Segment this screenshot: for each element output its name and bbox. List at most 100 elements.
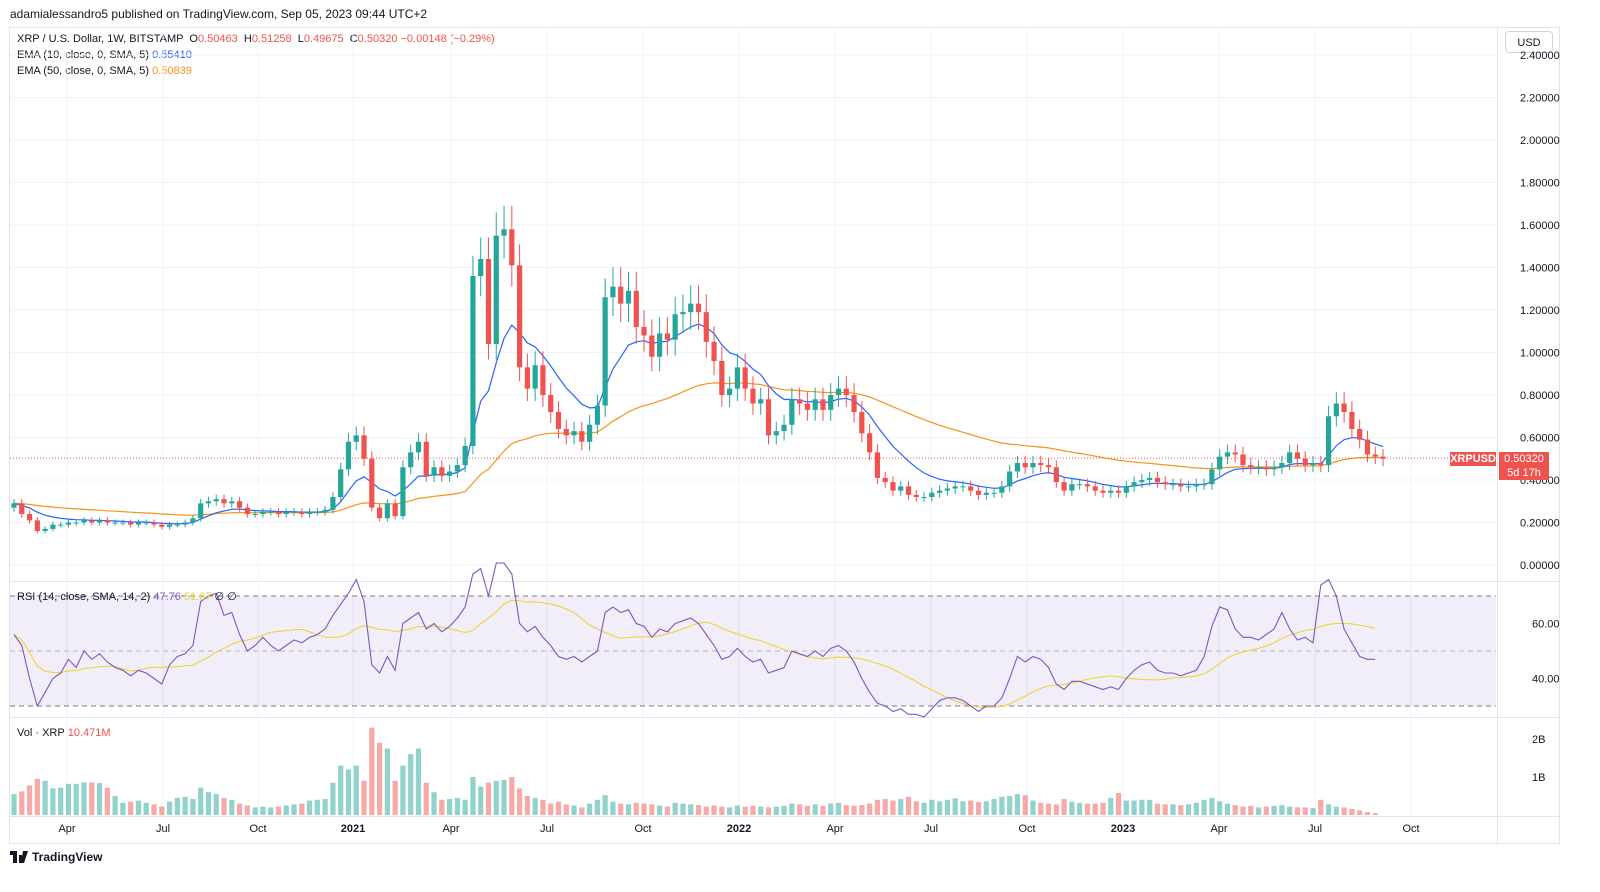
time-axis-tick: Oct [1402, 823, 1419, 835]
volume-bar [338, 765, 344, 815]
candle-body [89, 520, 95, 523]
candle-body [1372, 454, 1378, 457]
symbol-title[interactable]: XRP / U.S. Dollar, 1W, BITSTAMP [17, 33, 184, 45]
volume-bar [1302, 807, 1308, 815]
price-axis-tick: 0.80000 [1520, 390, 1560, 402]
volume-bar [711, 805, 717, 815]
candle-body [672, 314, 678, 340]
volume-bar [236, 803, 243, 815]
candle-body [1333, 403, 1339, 417]
candle-body [268, 511, 274, 513]
volume-bar [594, 799, 600, 815]
volume-bar [376, 742, 383, 815]
volume-bar [1255, 807, 1262, 815]
tradingview-logo[interactable]: TradingView [10, 850, 102, 864]
volume-bar [874, 799, 881, 815]
volume-bar [898, 799, 904, 815]
candle-body [618, 286, 624, 304]
price-axis-tick: 1.20000 [1520, 305, 1560, 317]
candle-body [657, 333, 663, 357]
candle-body [135, 522, 142, 525]
candle-body [633, 290, 639, 327]
volume-bar [361, 780, 367, 815]
volume-bar [369, 727, 375, 815]
candle-body [1022, 463, 1028, 468]
volume-bar [991, 799, 997, 815]
candle-body [345, 441, 352, 470]
candle-body [1357, 429, 1363, 440]
candle-body [960, 486, 966, 488]
price-axis-tick: 0.60000 [1520, 433, 1560, 445]
candle-body [859, 412, 865, 434]
volume-bar [221, 797, 227, 815]
candle-body [742, 367, 748, 389]
volume-bar [1279, 805, 1285, 815]
candle-body [58, 524, 64, 526]
volume-bar [509, 777, 515, 815]
volume-bar [602, 795, 608, 815]
candle-body [190, 518, 196, 523]
volume-bar [1038, 802, 1044, 815]
candle-body [649, 335, 655, 357]
volume-bar [1372, 813, 1378, 815]
time-axis-tick: 2021 [341, 823, 365, 835]
time-axis-tick: Jul [156, 823, 170, 835]
candle-body [820, 399, 826, 410]
candle-body [275, 511, 282, 514]
candle-body [166, 524, 173, 527]
candle-body [1287, 452, 1293, 463]
candle-body [11, 503, 17, 508]
candle-body [1310, 463, 1316, 466]
ema50-legend[interactable]: EMA (50, close, 0, SMA, 5) 0.50839 [17, 65, 192, 77]
volume-bar [633, 802, 639, 815]
volume-bar [1022, 795, 1028, 815]
volume-bar [65, 783, 72, 815]
candle-body [299, 511, 305, 514]
main-legend: XRP / U.S. Dollar, 1W, BITSTAMP O0.50463… [17, 33, 495, 45]
currency-button[interactable]: USD [1505, 31, 1553, 53]
candle-body [120, 522, 126, 524]
candle-body [42, 528, 48, 531]
volume-bar [1341, 807, 1347, 815]
candle-body [913, 494, 919, 497]
candle-body [921, 497, 927, 498]
volume-bar [1318, 799, 1324, 815]
volume-bar [1139, 799, 1145, 815]
candle-body [291, 511, 297, 513]
candle-body [758, 399, 764, 404]
bar-countdown: 5d 17h [1507, 467, 1541, 479]
volume-bar [571, 805, 577, 815]
time-axis-tick: 2022 [727, 823, 751, 835]
volume-bar [1271, 805, 1277, 815]
candle-body [1092, 486, 1098, 491]
volume-bar [688, 804, 694, 815]
volume-bar [306, 800, 313, 815]
candle-body [1178, 484, 1184, 487]
rsi-legend[interactable]: RSI (14, close, SMA, 14, 2) 47.76 51.67 … [17, 591, 237, 603]
ema50-line [13, 382, 1383, 516]
candle-body [804, 403, 810, 410]
volume-bar [540, 799, 546, 815]
volume-bar [1061, 799, 1067, 815]
candle-body [890, 482, 896, 491]
candle-body [1038, 463, 1044, 466]
volume-bar [882, 799, 888, 815]
volume-bar [1364, 811, 1371, 815]
candle-body [128, 522, 134, 525]
candle-body [306, 511, 313, 514]
volume-bar [213, 794, 219, 815]
volume-bar [742, 806, 748, 815]
volume-bar [73, 783, 79, 815]
time-axis-tick: Apr [442, 823, 459, 835]
rsi-axis-tick: 60.00 [1532, 619, 1560, 631]
volume-legend[interactable]: Vol · XRP 10.471M [17, 727, 111, 739]
time-axis-tick: Oct [1018, 823, 1035, 835]
candle-body [625, 290, 632, 304]
volume-bar [843, 805, 849, 815]
volume-bar [524, 796, 530, 815]
candle-body [1364, 439, 1371, 455]
volume-bar [454, 797, 460, 815]
volume-bar [867, 803, 873, 815]
candle-body [1380, 456, 1386, 459]
